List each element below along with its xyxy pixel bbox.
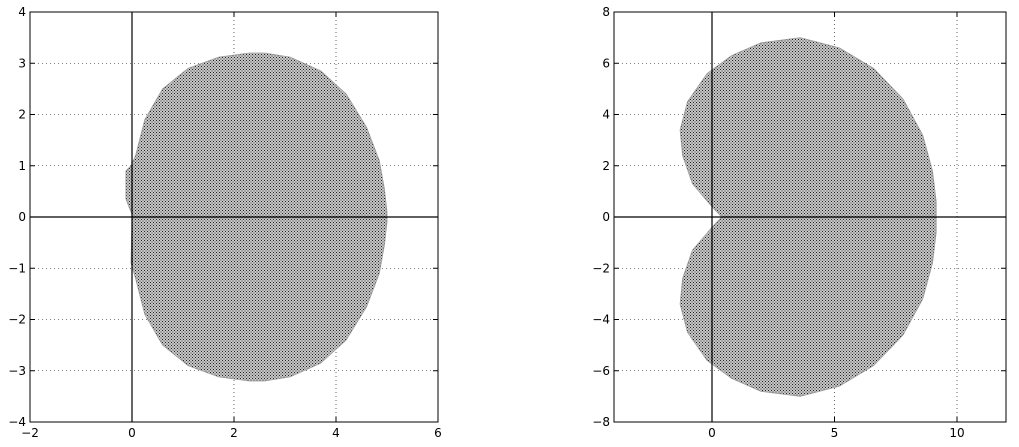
x-tick-label: 4 bbox=[332, 426, 340, 440]
y-tick-label: −6 bbox=[592, 364, 610, 378]
x-tick-label: 6 bbox=[434, 426, 442, 440]
x-tick-label: 0 bbox=[128, 426, 136, 440]
y-tick-label: 4 bbox=[602, 108, 610, 122]
y-tick-label: −2 bbox=[8, 313, 26, 327]
y-tick-label: −2 bbox=[592, 261, 610, 275]
y-tick-label: 4 bbox=[18, 5, 26, 19]
y-tick-label: −1 bbox=[8, 261, 26, 275]
y-tick-label: 6 bbox=[602, 56, 610, 70]
x-tick-label: 5 bbox=[831, 426, 839, 440]
right-plot: 0 5 10 −8 −6 −4 −2 0 2 4 6 8 bbox=[592, 5, 1007, 440]
x-tick-label: −2 bbox=[21, 426, 39, 440]
y-tick-label: 2 bbox=[18, 108, 26, 122]
y-tick-label: −8 bbox=[592, 415, 610, 429]
left-plot: −2 0 2 4 6 −4 −3 −2 −1 0 1 2 3 4 bbox=[8, 5, 442, 440]
y-tick-label: 0 bbox=[18, 210, 26, 224]
y-tick-label: 3 bbox=[18, 56, 26, 70]
y-tick-label: −4 bbox=[8, 415, 26, 429]
y-tick-label: −4 bbox=[592, 313, 610, 327]
y-tick-label: 2 bbox=[602, 159, 610, 173]
y-tick-label: 8 bbox=[602, 5, 610, 19]
y-tick-label: −3 bbox=[8, 364, 26, 378]
x-tick-label: 0 bbox=[708, 426, 716, 440]
y-tick-label: 1 bbox=[18, 159, 26, 173]
x-tick-label: 10 bbox=[949, 426, 964, 440]
y-tick-label: 0 bbox=[602, 210, 610, 224]
x-tick-label: 2 bbox=[230, 426, 238, 440]
